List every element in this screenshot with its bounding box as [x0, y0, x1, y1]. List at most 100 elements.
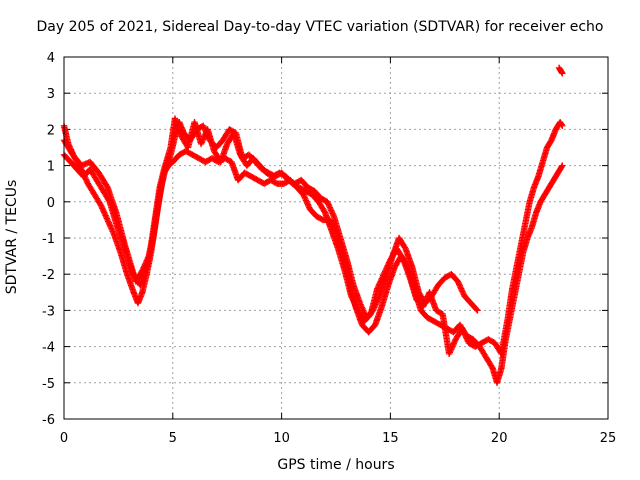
data-marker: [200, 124, 208, 131]
y-tick-label: 0: [47, 196, 55, 211]
data-marker: [451, 337, 459, 345]
data-marker: [103, 213, 110, 221]
data-marker: [457, 284, 464, 291]
data-marker: [198, 139, 205, 146]
data-marker: [360, 307, 367, 314]
data-marker: [383, 265, 390, 272]
data-marker: [384, 262, 391, 269]
data-marker: [423, 296, 430, 303]
data-marker: [349, 295, 356, 303]
data-marker: [421, 300, 428, 308]
data-marker: [305, 202, 312, 210]
y-tick-label: 3: [47, 87, 55, 102]
y-tick-label: -3: [42, 304, 55, 319]
data-marker: [381, 269, 388, 276]
data-marker: [324, 200, 332, 207]
data-marker: [459, 289, 467, 297]
data-marker: [455, 279, 462, 287]
data-point: [97, 202, 105, 209]
data-marker: [385, 260, 392, 268]
data-marker: [448, 344, 455, 352]
data-marker: [382, 266, 390, 274]
data-marker: [376, 281, 383, 288]
y-tick-label: -5: [42, 377, 55, 392]
data-marker: [108, 225, 115, 232]
data-marker: [558, 163, 565, 171]
data-point: [559, 122, 566, 129]
data-marker: [378, 276, 385, 284]
data-marker: [353, 305, 361, 313]
y-tick-label: -1: [42, 232, 55, 247]
data-marker: [84, 179, 91, 186]
y-tick-label: 1: [47, 160, 55, 175]
data-marker: [199, 137, 206, 145]
x-tick-label: 10: [273, 431, 290, 446]
data-marker: [455, 281, 463, 288]
data-marker: [100, 208, 107, 215]
data-marker: [108, 226, 116, 234]
data-marker: [101, 209, 108, 216]
data-marker: [325, 201, 332, 208]
data-marker: [101, 210, 109, 218]
data-point: [459, 325, 466, 332]
data-marker: [302, 197, 310, 204]
data-marker: [374, 284, 382, 291]
data-point: [474, 307, 481, 314]
data-marker: [328, 207, 335, 214]
x-tick-label: 25: [600, 431, 617, 446]
data-point: [200, 122, 207, 129]
data-point: [324, 198, 331, 205]
data-marker: [420, 302, 427, 309]
data-marker: [199, 136, 207, 143]
y-tick-label: -6: [42, 413, 55, 428]
plot-frame: [63, 56, 609, 420]
data-marker: [99, 206, 107, 213]
data-marker: [381, 268, 389, 275]
data-marker: [377, 278, 384, 285]
data-marker: [353, 304, 360, 311]
data-marker: [376, 279, 384, 287]
data-point: [356, 299, 364, 307]
x-tick-label: 5: [169, 431, 177, 446]
data-marker: [422, 297, 429, 305]
data-marker: [96, 200, 104, 208]
x-tick-label: 0: [60, 431, 68, 446]
data-marker: [304, 201, 312, 208]
data-point: [454, 278, 462, 285]
data-marker: [83, 177, 90, 185]
data-marker: [109, 228, 116, 235]
data-marker: [385, 259, 393, 266]
data-marker: [201, 133, 208, 140]
data-marker: [463, 335, 470, 342]
data-marker: [300, 192, 308, 200]
data-marker: [488, 363, 496, 371]
data-marker: [326, 202, 333, 210]
data-marker: [458, 286, 465, 294]
data-marker: [304, 200, 311, 207]
data-point: [419, 303, 427, 310]
y-tick-label: -4: [42, 341, 55, 356]
data-marker: [460, 329, 468, 337]
data-marker: [473, 306, 480, 313]
data-marker: [457, 285, 465, 292]
data-marker: [380, 272, 387, 279]
data-marker: [104, 218, 112, 225]
data-marker: [460, 328, 467, 335]
data-marker: [200, 134, 207, 142]
data-marker: [303, 198, 310, 205]
data-marker: [329, 210, 336, 217]
data-marker: [348, 294, 356, 301]
data-marker: [302, 195, 309, 203]
y-tick-label: -2: [42, 268, 55, 283]
data-marker: [421, 299, 429, 306]
data-marker: [447, 346, 455, 353]
data-marker: [558, 121, 565, 128]
data-marker: [449, 341, 457, 349]
data-marker: [102, 212, 109, 219]
data-marker: [351, 301, 359, 308]
data-marker: [327, 205, 334, 213]
data-marker: [329, 211, 337, 219]
data-marker: [106, 222, 114, 229]
data-marker: [386, 257, 393, 265]
data-point: [380, 271, 388, 278]
